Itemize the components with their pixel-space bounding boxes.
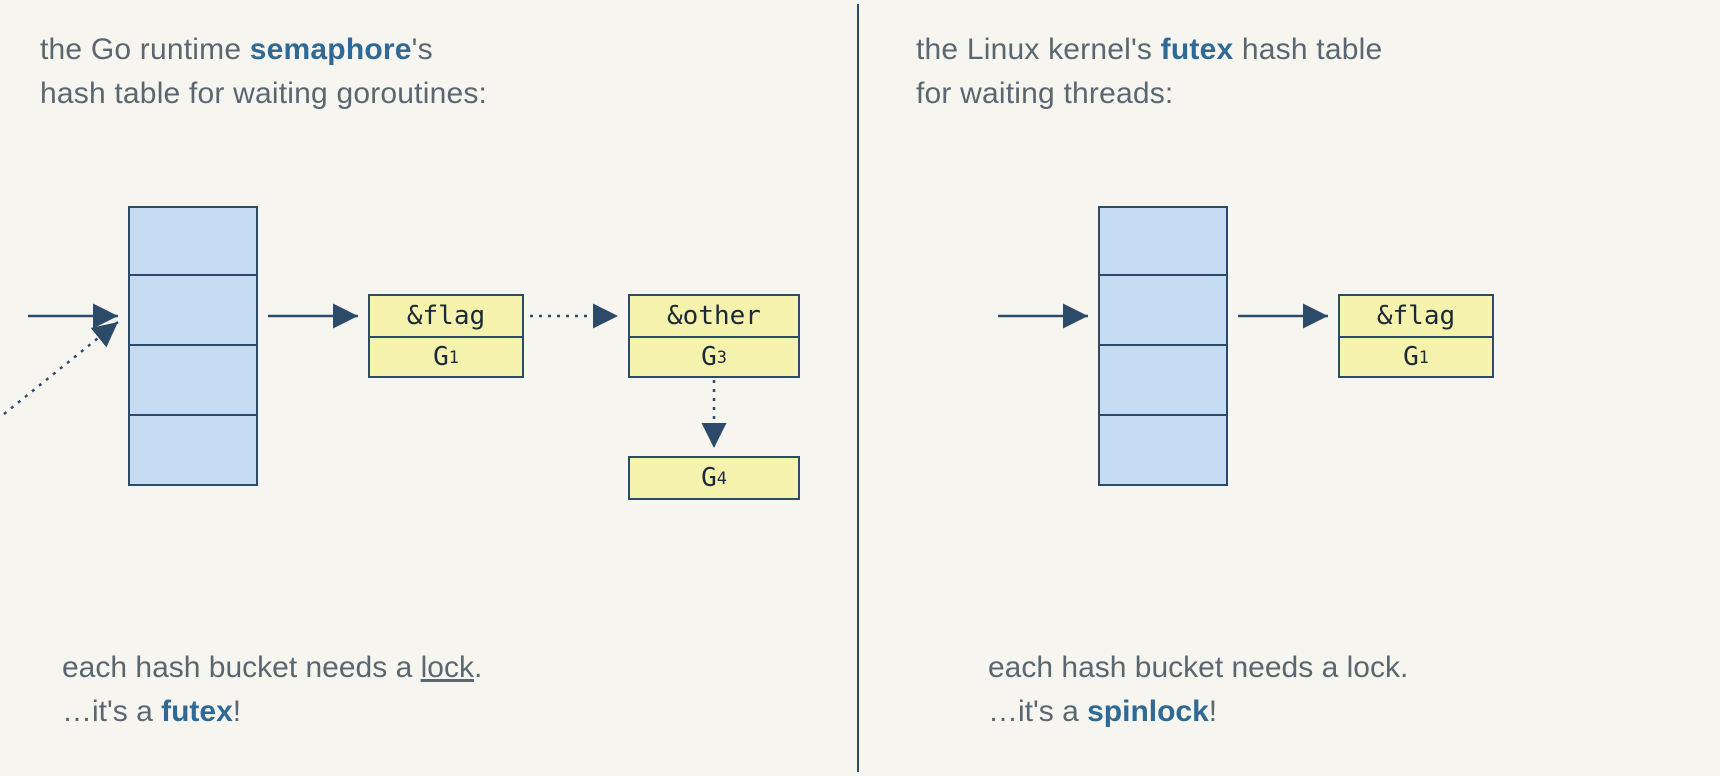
text: …it's a [62, 695, 161, 728]
text: …it's a [988, 695, 1087, 728]
futex-emph: futex [161, 695, 233, 728]
text: each hash bucket needs a lock. [988, 651, 1408, 684]
text: each hash bucket needs a [62, 651, 421, 684]
diagram-canvas: the Go runtime semaphore's hash table fo… [0, 0, 1720, 776]
text: ! [233, 695, 241, 728]
spinlock-emph: spinlock [1087, 695, 1209, 728]
text: ! [1209, 695, 1217, 728]
right-bottom-text: each hash bucket needs a lock. …it's a s… [988, 646, 1688, 733]
left-bottom-text: each hash bucket needs a lock. …it's a f… [62, 646, 822, 733]
lock-underline: lock [421, 651, 474, 684]
arrow-dotted-icon [4, 322, 118, 414]
text: . [474, 651, 482, 684]
